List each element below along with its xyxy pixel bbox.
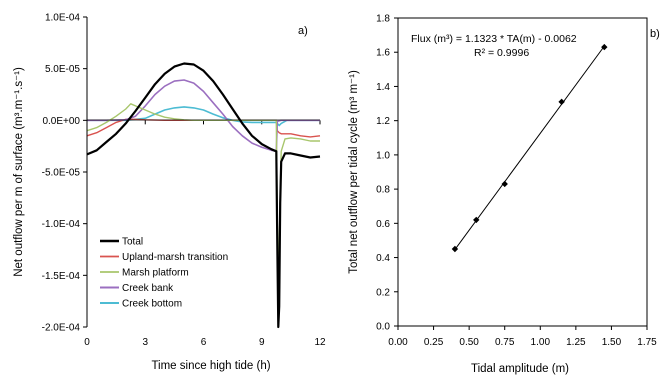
- panel-b-x-tick-label: 1.75: [637, 337, 657, 348]
- panel-b-y-tick-label: 1.4: [376, 82, 390, 93]
- panel-b-label: b): [650, 28, 660, 40]
- panel-b-y-tick-label: 0.0: [376, 322, 390, 333]
- panel-b-fit-line: [454, 45, 605, 250]
- panel-a-line-chart: 1.0E-04 5.0E-05 0.0E+00 -5.0E-05 -1.0E-04 -1.…: [13, 13, 326, 373]
- panel-b-r-squared: R² = 0.9996: [474, 47, 529, 59]
- panel-b-y-tick-label: 1.6: [376, 48, 390, 59]
- panel-a-y-tick-label: -1.0E-04: [42, 219, 81, 230]
- legend-label: Upland-marsh transition: [122, 252, 228, 263]
- panel-a-y-tick-label: -5.0E-05: [42, 168, 81, 179]
- panel-b-x-tick-label: 0.00: [388, 337, 408, 348]
- legend-label: Creek bank: [122, 283, 174, 294]
- panel-b-x-axis-label: Tidal amplitude (m): [471, 363, 569, 375]
- panel-b-x-tick-label: 1.00: [531, 337, 551, 348]
- panel-a-y-tick-label: -2.0E-04: [42, 323, 81, 334]
- panel-a-y-tick-label: 5.0E-05: [45, 64, 80, 75]
- panel-b-y-tick-label: 0.8: [376, 185, 390, 196]
- panel-a-y-ticks: 1.0E-04 5.0E-05 0.0E+00 -5.0E-05 -1.0E-04 -1.…: [42, 13, 87, 334]
- panel-a-legend: Total Upland-marsh transition Marsh platfo…: [100, 237, 228, 310]
- panel-b-data-point: [558, 98, 565, 106]
- legend-label: Marsh platform: [122, 268, 189, 279]
- panel-b-fit-line-group: [454, 45, 605, 250]
- panel-b-data-point: [473, 216, 480, 224]
- panel-b-points: [451, 43, 608, 253]
- panel-a-y-tick-label: -1.5E-04: [42, 271, 81, 282]
- panel-a-x-tick-label: 3: [142, 337, 148, 348]
- panel-b-scatter-chart: 0.00.20.40.60.81.01.21.41.61.8 0.00 0.25 0…: [348, 14, 660, 376]
- series-line-creek-bottom: [87, 106, 320, 127]
- legend-label: Creek bottom: [122, 299, 182, 310]
- panel-b-x-tick-label: 0.25: [424, 337, 444, 348]
- panel-b-x-ticks: 0.00 0.25 0.50 0.75 1.00 1.25 1.50 1.75: [388, 326, 657, 348]
- panel-b-y-tick-label: 0.2: [376, 287, 390, 298]
- panel-a-x-tick-label: 0: [84, 337, 90, 348]
- panel-b-plot-frame: [397, 17, 648, 327]
- panel-a-series-lines: [86, 62, 321, 329]
- panel-b-x-tick-label: 1.50: [602, 337, 622, 348]
- panel-b-data-point: [601, 43, 608, 51]
- panel-b-data-point: [501, 180, 508, 188]
- panel-b-y-tick-label: 1.8: [376, 14, 390, 25]
- panel-b-x-tick-label: 0.75: [495, 337, 515, 348]
- panel-a-y-tick-label: 0.0E+00: [42, 116, 80, 127]
- panel-b-y-tick-label: 0.6: [376, 219, 390, 230]
- panel-b-data-point: [451, 245, 459, 253]
- panel-b-equation: Flux (m³) = 1.1323 * TA(m) - 0.0062: [411, 33, 577, 45]
- panel-b-y-ticks: 0.0 0.2 0.4 0.6 0.8 1.0 1.2 1.4 1.6 1.8: [376, 14, 398, 333]
- series-line-total: [86, 62, 321, 329]
- panel-a-x-tick-label: 12: [314, 337, 326, 348]
- panel-b-y-axis-label: Total net outflow per tidal cycle (m³ m⁻…: [348, 70, 360, 274]
- panel-b-y-tick-label: 0.4: [376, 253, 390, 264]
- panel-b-x-tick-label: 0.50: [459, 337, 479, 348]
- panel-a-x-tick-label: 9: [259, 337, 265, 348]
- panel-a-x-tick-label: 6: [201, 337, 207, 348]
- panel-a-label: a): [298, 25, 308, 37]
- panel-b-y-tick-label: 1.0: [376, 150, 390, 161]
- panel-a-y-axis-label: Net outflow per m of surface (m³.m⁻¹.s⁻¹…: [13, 67, 25, 277]
- legend-label: Total: [122, 237, 143, 248]
- panel-b-y-tick-label: 1.2: [376, 116, 390, 127]
- panel-b-x-tick-label: 1.25: [566, 337, 586, 348]
- panel-a-x-axis-label: Time since high tide (h): [151, 360, 270, 372]
- panel-a-y-tick-label: 1.0E-04: [45, 13, 80, 24]
